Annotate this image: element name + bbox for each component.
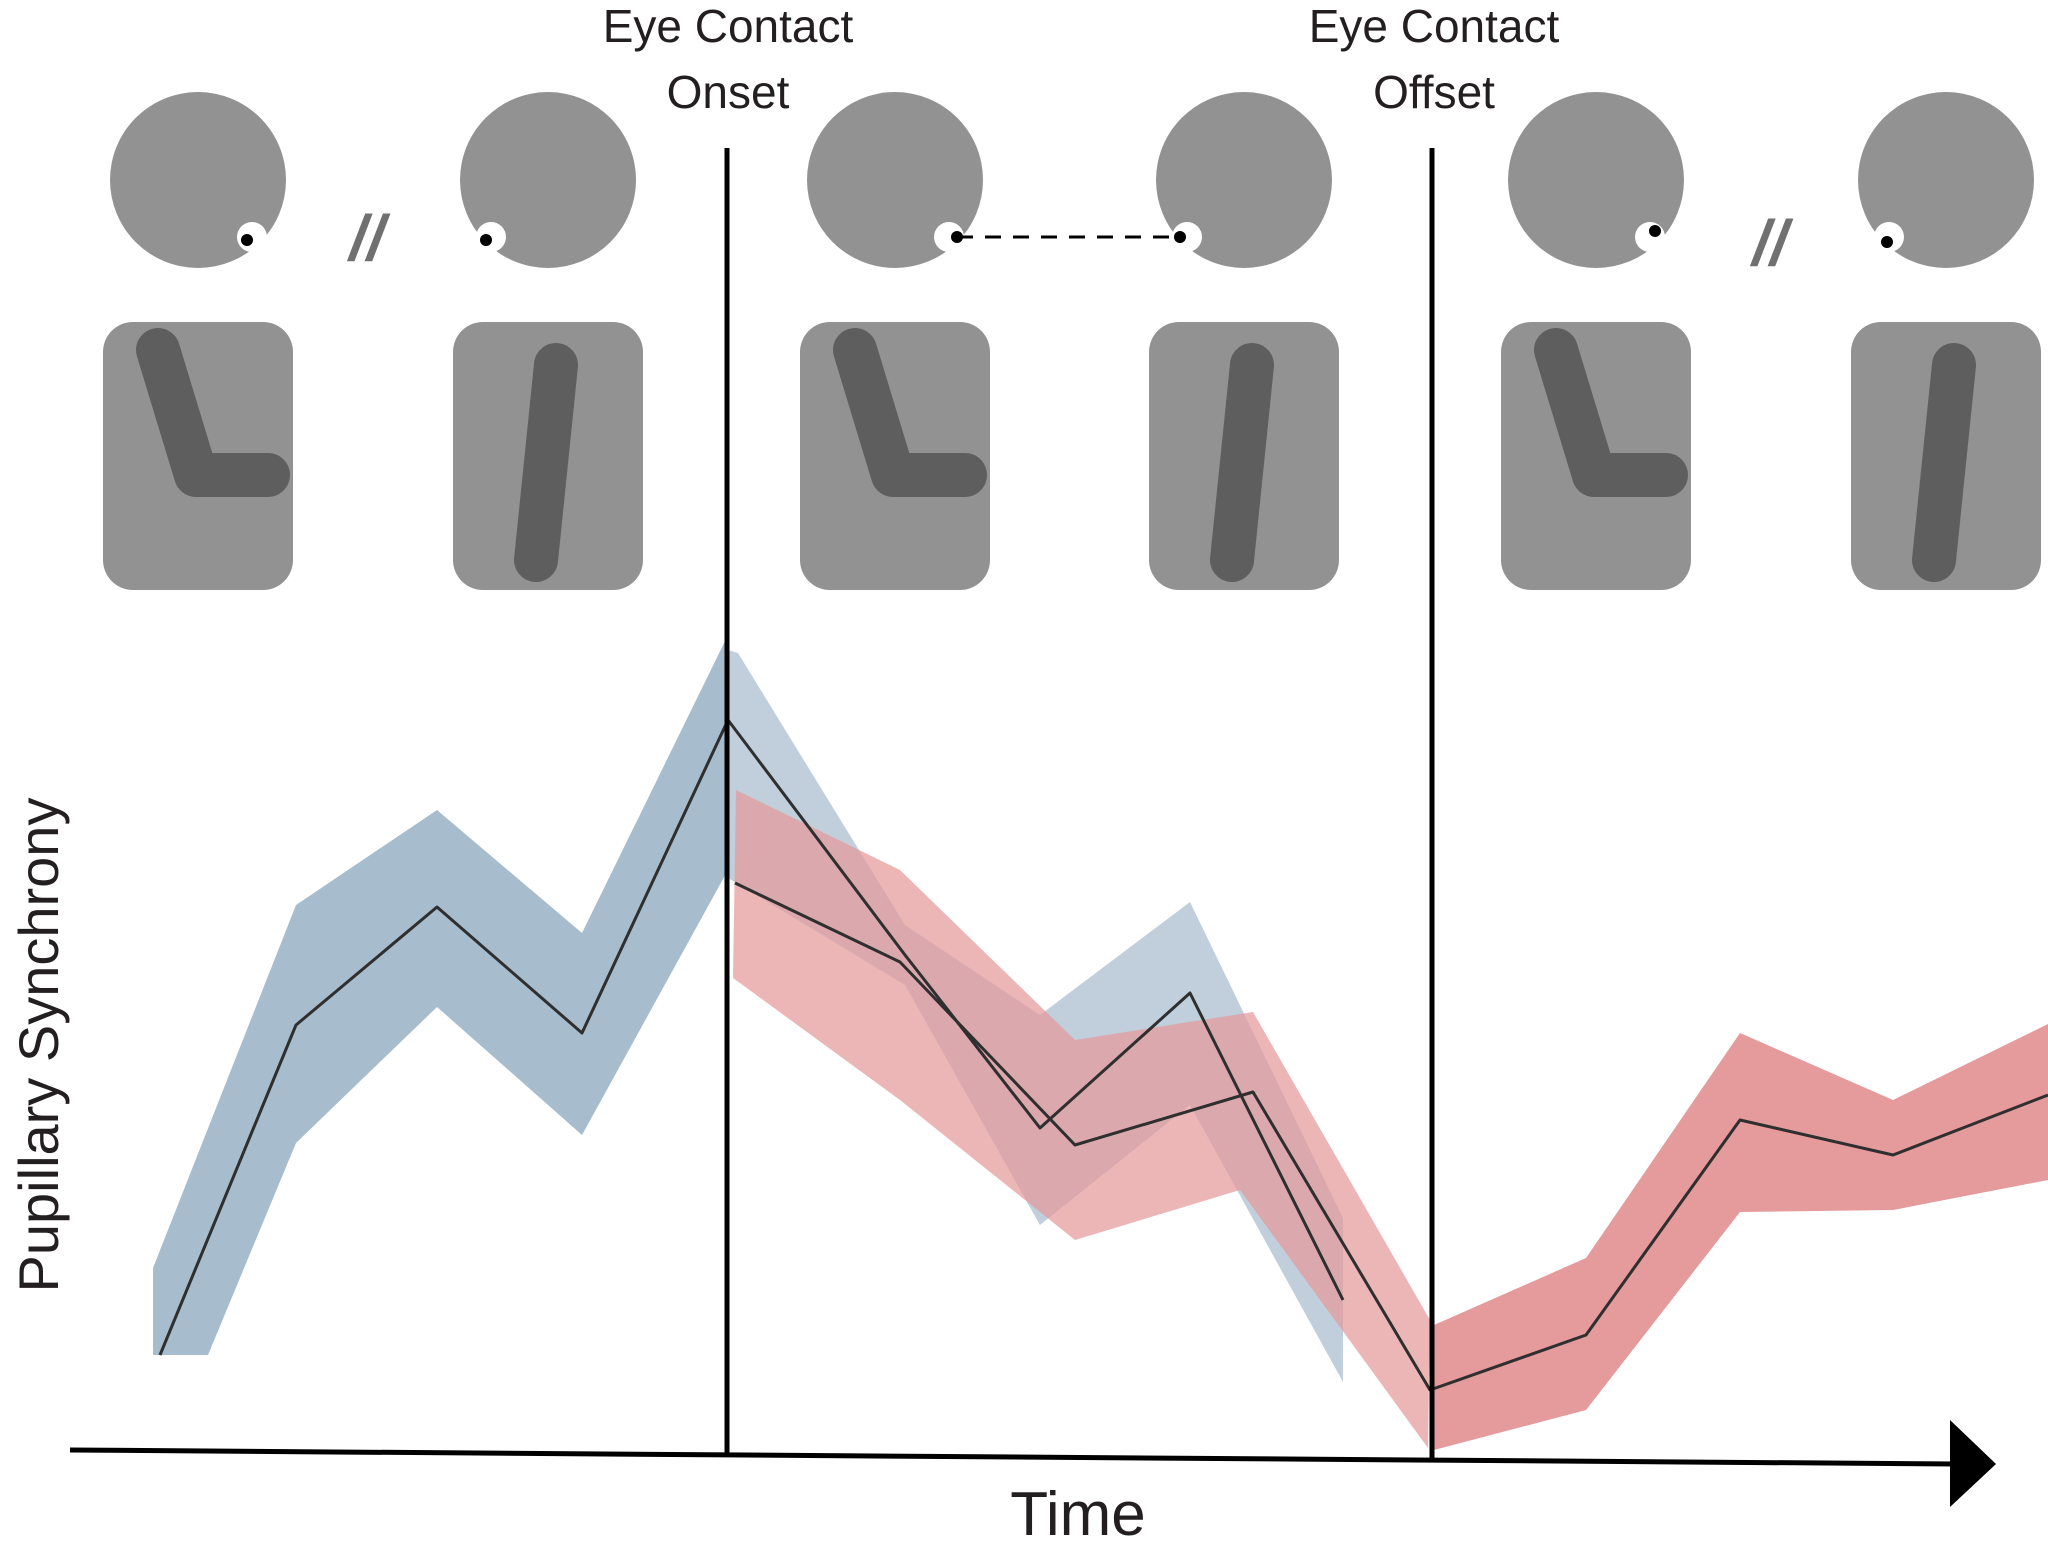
person-figure-icon — [1851, 92, 2041, 590]
person-figure-icon — [1501, 92, 1691, 590]
eye-icon — [1172, 222, 1202, 252]
red-band-post — [1434, 1024, 2048, 1450]
x-axis-label: Time — [1010, 1480, 1145, 1549]
offset-label-line2: Offset — [1373, 66, 1495, 118]
onset-label-line2: Onset — [667, 66, 790, 118]
red-band-contact — [733, 790, 1430, 1448]
break-mark: // — [1749, 207, 1794, 279]
person-figure-icon — [800, 92, 990, 590]
person-figure-icon — [103, 92, 293, 590]
eye-icon — [1635, 222, 1665, 252]
person-figure-icon — [453, 92, 643, 590]
break-mark: // — [346, 202, 391, 274]
onset-label-line1: Eye Contact — [603, 0, 854, 52]
offset-label-line1: Eye Contact — [1309, 0, 1560, 52]
y-axis-label: Pupillary Synchrony — [7, 798, 70, 1293]
time-axis — [69, 1447, 1956, 1467]
eye-icon — [934, 222, 964, 252]
blue-band-pre — [153, 635, 728, 1355]
arrowhead-icon — [1950, 1420, 1996, 1507]
person-figure-icon — [1149, 92, 1339, 590]
